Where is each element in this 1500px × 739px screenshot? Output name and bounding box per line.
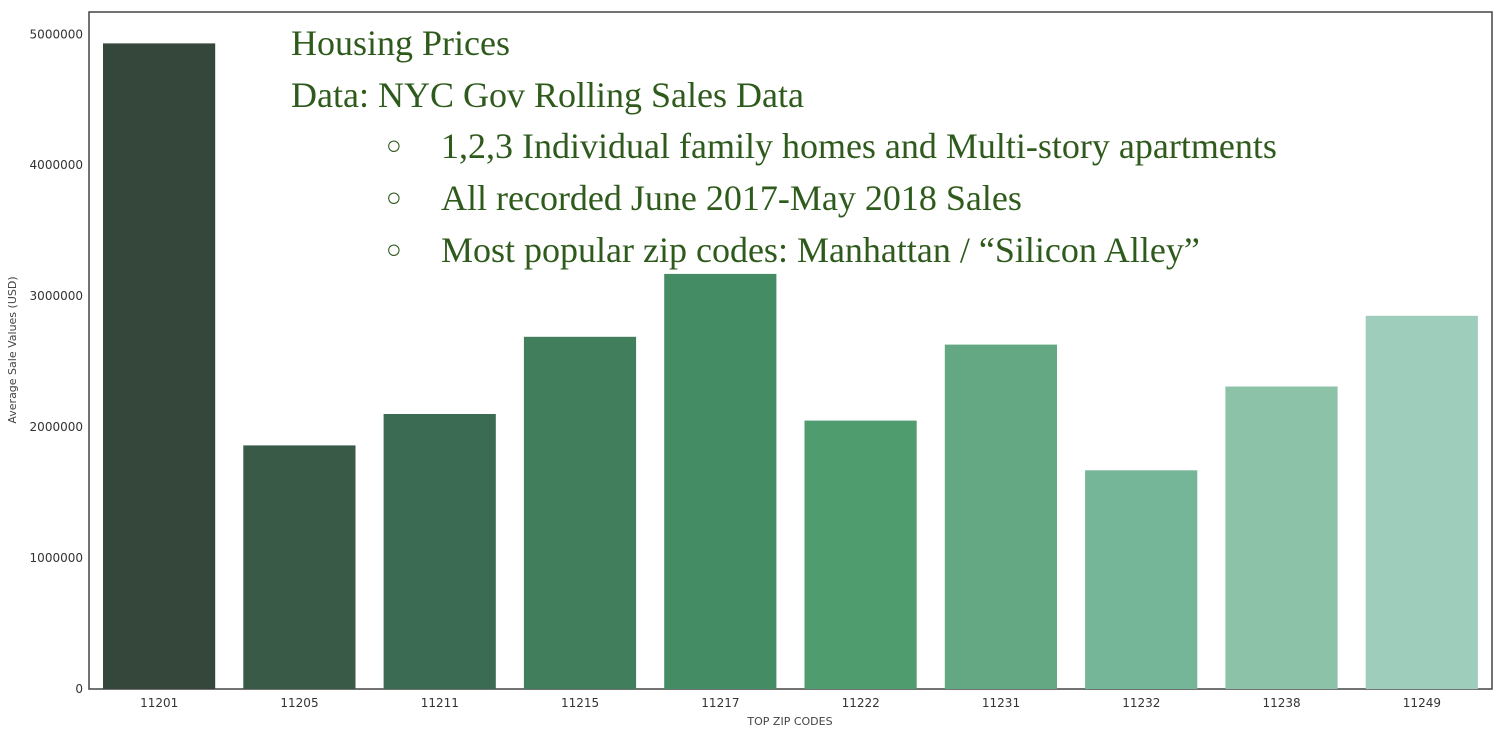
bar-11232 [1085,470,1198,689]
y-tick-label: 0 [75,682,83,696]
y-ticks-group: 0 1000000 2000000 3000000 4000000 5000000 [30,27,83,696]
bar-11211 [383,414,496,689]
bar-11215 [523,336,637,689]
bar-11238 [1225,386,1338,689]
bar-11231 [944,344,1057,689]
x-tick-label: 11215 [561,696,599,710]
x-ticks-group: 11201 11205 11211 11215 11217 11222 11231 11232… [140,696,1441,710]
bar-11205 [243,445,356,689]
x-tick-label: 11232 [1122,696,1160,710]
x-tick-label: 11222 [842,696,880,710]
y-axis-title: Average Sale Values (USD) [6,276,19,423]
bar-11222 [804,420,917,689]
x-tick-label: 11238 [1263,696,1301,710]
bars-group [103,43,1478,689]
y-tick-label: 5000000 [30,27,83,41]
x-tick-label: 11249 [1403,696,1441,710]
x-tick-label: 11205 [280,696,318,710]
bar-11249 [1365,315,1478,689]
y-tick-label: 4000000 [30,158,83,172]
bar-11217 [664,273,777,689]
y-tick-label: 1000000 [30,551,83,565]
x-tick-label: 11211 [421,696,459,710]
x-axis-title: TOP ZIP CODES [746,715,832,728]
y-tick-label: 3000000 [30,289,83,303]
x-tick-label: 11201 [140,696,178,710]
x-tick-label: 11231 [982,696,1020,710]
x-tick-label: 11217 [701,696,739,710]
bar-11201 [103,43,216,689]
y-tick-label: 2000000 [30,420,83,434]
